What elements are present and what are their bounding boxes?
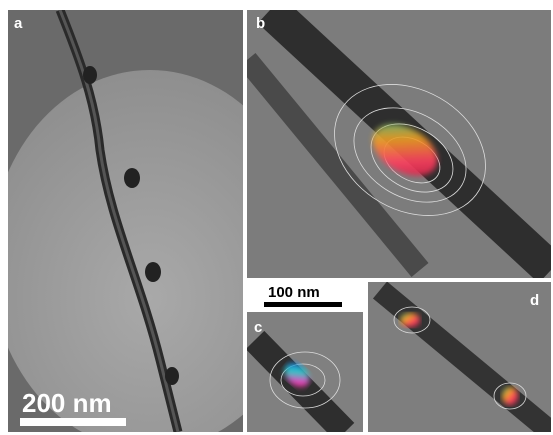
panel-label: a xyxy=(14,15,23,32)
scale-bar xyxy=(264,302,342,307)
scale-bar-label: 100 nm xyxy=(268,284,320,301)
panel-c xyxy=(247,312,363,432)
scale-bar-label: 200 nm xyxy=(22,388,112,418)
panel-label: c xyxy=(254,319,262,336)
panel-label: d xyxy=(530,292,539,309)
panel-d xyxy=(368,282,551,432)
figure: a 200 nm b 100 nm c d xyxy=(0,0,553,435)
panel-label: b xyxy=(256,15,265,32)
panel-b xyxy=(247,10,551,278)
